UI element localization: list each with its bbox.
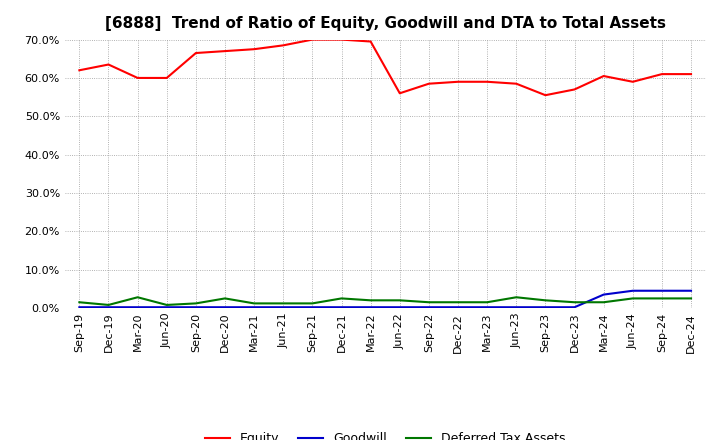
Equity [104, 62, 113, 67]
Goodwill [192, 304, 200, 310]
Deferred Tax Assets [104, 302, 113, 308]
Goodwill [629, 288, 637, 293]
Equity [512, 81, 521, 86]
Deferred Tax Assets [657, 296, 666, 301]
Goodwill [337, 304, 346, 310]
Deferred Tax Assets [250, 301, 258, 306]
Equity [192, 50, 200, 55]
Equity [687, 71, 696, 77]
Equity [570, 87, 579, 92]
Deferred Tax Assets [454, 300, 462, 305]
Goodwill [104, 304, 113, 310]
Goodwill [512, 304, 521, 310]
Deferred Tax Assets [425, 300, 433, 305]
Deferred Tax Assets [308, 301, 317, 306]
Goodwill [395, 304, 404, 310]
Deferred Tax Assets [599, 300, 608, 305]
Legend: Equity, Goodwill, Deferred Tax Assets: Equity, Goodwill, Deferred Tax Assets [200, 427, 570, 440]
Deferred Tax Assets [366, 298, 375, 303]
Deferred Tax Assets [75, 300, 84, 305]
Line: Goodwill: Goodwill [79, 291, 691, 307]
Goodwill [454, 304, 462, 310]
Equity [308, 37, 317, 42]
Equity [395, 91, 404, 96]
Equity [657, 71, 666, 77]
Deferred Tax Assets [337, 296, 346, 301]
Line: Equity: Equity [79, 40, 691, 95]
Goodwill [657, 288, 666, 293]
Equity [629, 79, 637, 84]
Deferred Tax Assets [541, 298, 550, 303]
Equity [483, 79, 492, 84]
Equity [163, 75, 171, 81]
Goodwill [366, 304, 375, 310]
Goodwill [250, 304, 258, 310]
Goodwill [220, 304, 229, 310]
Deferred Tax Assets [192, 301, 200, 306]
Line: Deferred Tax Assets: Deferred Tax Assets [79, 297, 691, 305]
Equity [599, 73, 608, 79]
Deferred Tax Assets [687, 296, 696, 301]
Equity [220, 48, 229, 54]
Goodwill [541, 304, 550, 310]
Deferred Tax Assets [220, 296, 229, 301]
Deferred Tax Assets [279, 301, 287, 306]
Equity [75, 68, 84, 73]
Goodwill [483, 304, 492, 310]
Deferred Tax Assets [133, 295, 142, 300]
Goodwill [133, 304, 142, 310]
Goodwill [687, 288, 696, 293]
Deferred Tax Assets [163, 302, 171, 308]
Deferred Tax Assets [570, 300, 579, 305]
Goodwill [425, 304, 433, 310]
Goodwill [163, 304, 171, 310]
Goodwill [75, 304, 84, 310]
Equity [279, 43, 287, 48]
Deferred Tax Assets [629, 296, 637, 301]
Equity [250, 47, 258, 52]
Goodwill [279, 304, 287, 310]
Equity [454, 79, 462, 84]
Deferred Tax Assets [395, 298, 404, 303]
Goodwill [570, 304, 579, 310]
Equity [541, 92, 550, 98]
Deferred Tax Assets [483, 300, 492, 305]
Equity [337, 37, 346, 42]
Deferred Tax Assets [512, 295, 521, 300]
Title: [6888]  Trend of Ratio of Equity, Goodwill and DTA to Total Assets: [6888] Trend of Ratio of Equity, Goodwil… [104, 16, 666, 32]
Goodwill [599, 292, 608, 297]
Goodwill [308, 304, 317, 310]
Equity [425, 81, 433, 86]
Equity [133, 75, 142, 81]
Equity [366, 39, 375, 44]
